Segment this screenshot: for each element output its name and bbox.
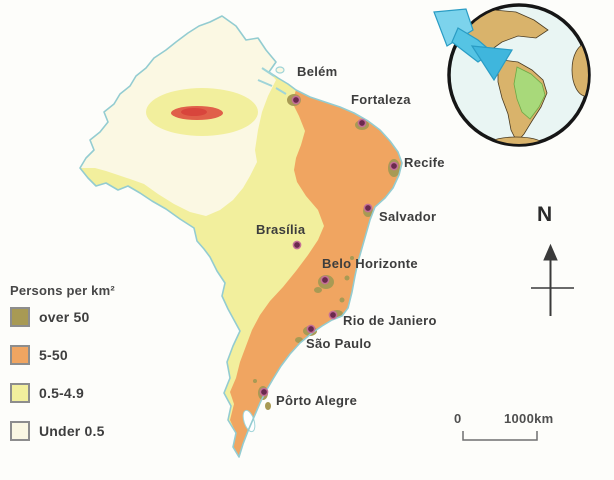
city-marker-belo-horizonte	[320, 275, 330, 285]
city-marker-salvador	[363, 203, 373, 213]
legend-swatch-0_5-4_9	[10, 382, 30, 403]
city-marker-brasilia	[292, 240, 302, 250]
city-marker-fortaleza	[357, 118, 367, 128]
legend-item-under-0_5: Under 0.5	[10, 420, 160, 441]
city-marker-recife	[389, 161, 399, 171]
city-label-brasilia: Brasília	[256, 222, 306, 237]
city-marker-rio-de-janeiro	[328, 310, 338, 320]
legend-swatch-under-0_5	[10, 420, 30, 441]
map-legend: Persons per km² over 50 5-50 0.5-4.9 Und…	[10, 283, 160, 458]
city-marker-belem	[291, 95, 301, 105]
city-label-porto-alegre: Pôrto Alegre	[276, 393, 358, 408]
compass-north-label: N	[537, 203, 553, 226]
legend-item-0_5-4_9: 0.5-4.9	[10, 382, 160, 403]
legend-title: Persons per km²	[10, 283, 115, 298]
legend-swatch-5-50	[10, 344, 30, 365]
city-label-salvador: Salvador	[379, 209, 437, 224]
city-label-belo-horizonte: Belo Horizonte	[322, 256, 418, 271]
city-label-rio-de-janeiro: Rio de Janiero	[343, 313, 437, 328]
legend-label-under-0_5: Under 0.5	[39, 422, 105, 439]
legend-label-5-50: 5-50	[39, 346, 68, 363]
globe-brazil-highlight	[513, 66, 546, 120]
country-outline	[79, 15, 403, 458]
legend-item-5-50: 5-50	[10, 344, 160, 365]
city-label-recife: Recife	[404, 155, 445, 170]
city-label-fortaleza: Fortaleza	[351, 92, 411, 107]
legend-swatch-over-50	[10, 306, 30, 327]
city-marker-sao-paulo	[306, 324, 316, 334]
city-marker-porto-alegre	[259, 387, 269, 397]
globe-inset	[433, 3, 591, 147]
legend-item-over-50: over 50	[10, 306, 160, 327]
locator-arrow-icon	[433, 8, 514, 82]
region-density-5-50	[230, 90, 402, 457]
north-arrow-icon	[531, 243, 574, 316]
amazon-mouth-water	[257, 66, 287, 95]
scale-end-label: 1000km	[504, 411, 554, 426]
density-hotspot-inner	[181, 108, 207, 116]
legend-label-over-50: over 50	[39, 308, 90, 325]
scale-bar	[462, 431, 538, 441]
scale-start-label: 0	[454, 411, 462, 426]
legend-label-0_5-4_9: 0.5-4.9	[39, 384, 84, 401]
city-label-sao-paulo: São Paulo	[306, 336, 372, 351]
city-label-belem: Belém	[297, 64, 338, 79]
